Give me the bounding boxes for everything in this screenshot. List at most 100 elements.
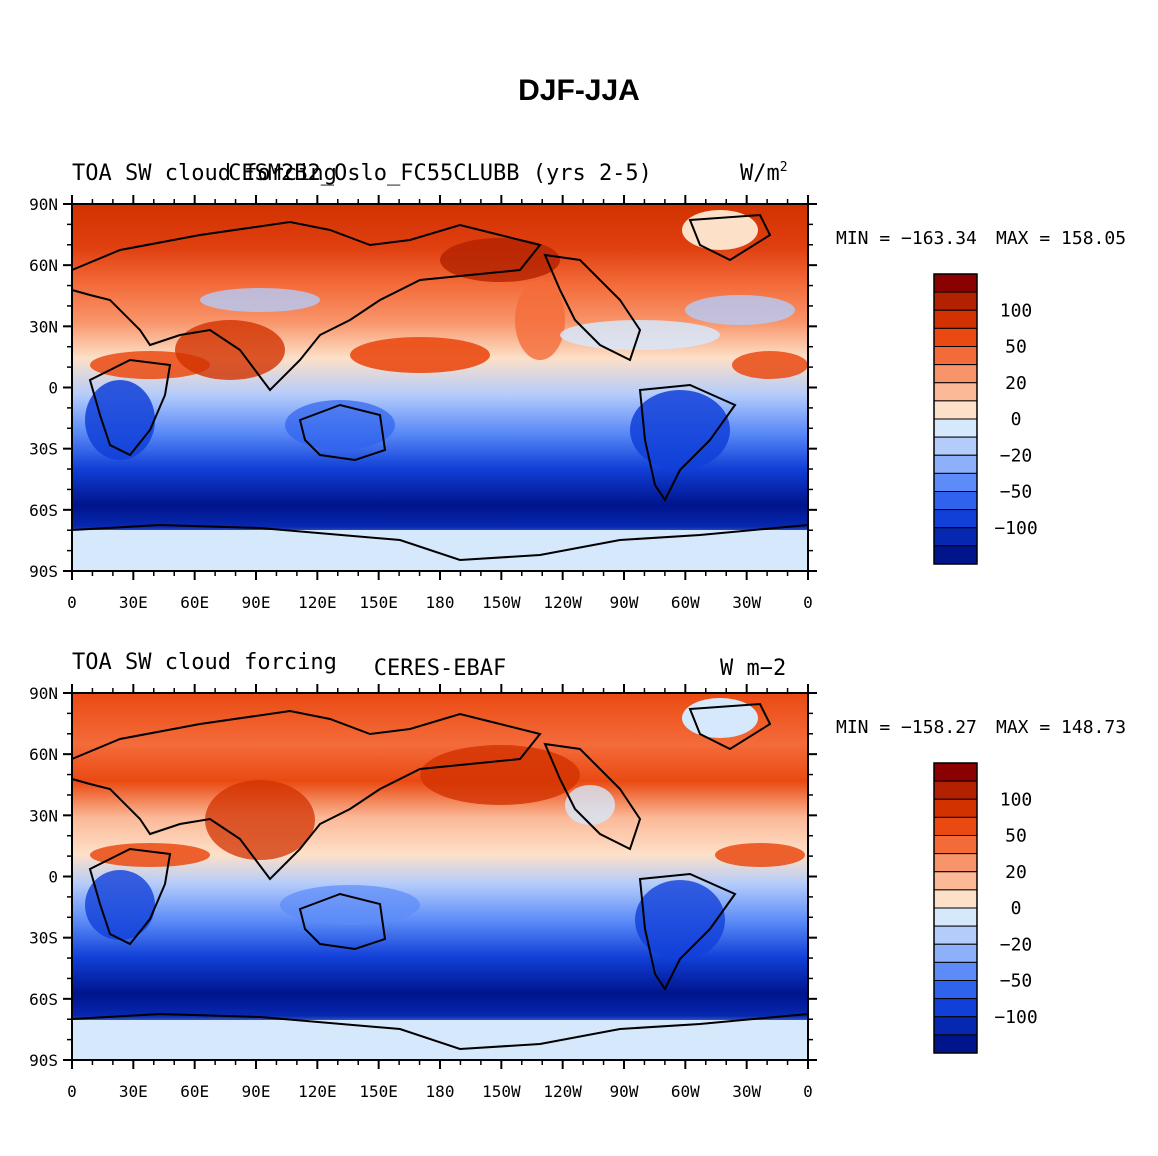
field-blob	[685, 295, 795, 325]
colorbar-frame	[933, 273, 978, 565]
coastlines	[71, 702, 809, 1051]
max-label: MAX = 158.05	[996, 228, 1126, 249]
x-tick-label: 90E	[242, 1082, 271, 1101]
figure-title: DJF-JJA	[518, 74, 640, 107]
map-panel-observation: TOA SW cloud forcing CERES-EBAF W m−2	[29, 650, 1126, 1101]
x-tick-label: 120W	[543, 593, 582, 612]
colorbar-label: −50	[1000, 971, 1033, 992]
field-blob	[200, 288, 320, 312]
x-tick-label: 30E	[119, 1082, 148, 1101]
colorbar-swatch	[933, 273, 978, 293]
min-label: MIN = −163.34	[836, 228, 977, 249]
field-blob	[175, 320, 285, 380]
colorbar-swatch	[933, 472, 978, 492]
y-tick-label: 90N	[29, 195, 58, 214]
y-tick-label: 30S	[29, 929, 58, 948]
antarctica-outline	[71, 1012, 809, 1051]
y-tick-label: 90S	[29, 1051, 58, 1070]
colorbar: 100 50 20 0 −20 −50 −100	[933, 273, 1038, 565]
x-tick-label: 60W	[671, 593, 700, 612]
colorbar-label: 100	[1000, 789, 1033, 810]
y-tick-label: 0	[48, 868, 58, 887]
colorbar-swatch	[933, 961, 978, 981]
panel-left-title: TOA SW cloud forcing	[72, 161, 337, 186]
field-blob	[85, 870, 155, 940]
colorbar-swatch	[933, 943, 978, 963]
africa-outline	[88, 358, 172, 457]
y-tick-label: 90S	[29, 562, 58, 581]
panel-center-title: CESM2B2_Oslo_FC55CLUBB (yrs 2-5)	[228, 161, 652, 186]
x-tick-label: 90W	[610, 1082, 639, 1101]
field-blob	[630, 390, 730, 470]
x-tick-label: 30W	[732, 593, 761, 612]
eurasia-outline	[71, 709, 542, 881]
australia-outline	[298, 403, 387, 462]
colorbar-swatch	[933, 491, 978, 511]
colorbar-label: −20	[1000, 445, 1033, 466]
colorbar-swatch	[933, 907, 978, 927]
units-superscript: 2	[780, 160, 788, 175]
x-tick-label: 90E	[242, 593, 271, 612]
x-tick-label: 0	[67, 1082, 77, 1101]
colorbar-label: 0	[1011, 409, 1022, 430]
colorbar-swatch	[933, 418, 978, 438]
min-label: MIN = −158.27	[836, 717, 977, 738]
eurasia-outline	[71, 220, 542, 392]
colorbar-label: −20	[1000, 934, 1033, 955]
colorbar-label: −100	[994, 518, 1037, 539]
y-tick-label: 30S	[29, 440, 58, 459]
y-tick-label: 30N	[29, 317, 58, 336]
colorbar-swatch	[933, 346, 978, 366]
y-tick-label: 30N	[29, 806, 58, 825]
colorbar-label: 50	[1005, 826, 1027, 847]
colorbar: 100 50 20 0 −20 −50 −100	[933, 762, 1038, 1054]
greenland-outline	[688, 702, 772, 751]
north-america-outline	[543, 742, 642, 851]
x-tick-label: 150W	[482, 593, 521, 612]
field-blob	[515, 280, 565, 360]
north-america-outline	[543, 253, 642, 362]
colorbar-swatch	[933, 1034, 978, 1054]
colorbar-label: −100	[994, 1007, 1037, 1028]
x-axis: 0 30E 60E 90E 120E 150E 180 150W 120W 90W 60W 30W 0	[67, 684, 813, 1101]
field-blob	[280, 885, 420, 925]
greenland-outline	[688, 213, 772, 262]
colorbar-swatch	[933, 527, 978, 547]
y-axis: 90N 60N 30N 0 30S 60S 90S	[29, 195, 817, 581]
x-tick-label: 150E	[359, 593, 398, 612]
field-blob	[732, 351, 808, 379]
colorbar-swatch	[933, 382, 978, 402]
y-axis: 90N 60N 30N 0 30S 60S 90S	[29, 684, 817, 1070]
panel-left-title: TOA SW cloud forcing	[72, 650, 337, 675]
x-tick-label: 180	[426, 593, 455, 612]
max-label: MAX = 148.73	[996, 717, 1126, 738]
x-tick-label: 0	[67, 593, 77, 612]
colorbar-swatch	[933, 925, 978, 945]
x-tick-label: 60E	[180, 593, 209, 612]
x-tick-label: 30W	[732, 1082, 761, 1101]
antarctica-outline	[71, 523, 809, 562]
y-tick-label: 60N	[29, 745, 58, 764]
colorbar-swatch	[933, 998, 978, 1018]
map-background-field	[72, 693, 808, 1060]
africa-outline	[88, 847, 172, 946]
x-tick-label: 120W	[543, 1082, 582, 1101]
south-america-outline	[638, 383, 737, 502]
units-text: W m−2	[720, 656, 786, 681]
colorbar-swatch	[933, 545, 978, 565]
colorbar-swatch	[933, 1016, 978, 1036]
x-axis: 0 30E 60E 90E 120E 150E 180 150W 120W 90W 60W 30W 0	[67, 195, 813, 612]
south-america-outline	[638, 872, 737, 991]
field-blob	[205, 780, 315, 860]
colorbar-swatch	[933, 871, 978, 891]
y-tick-label: 90N	[29, 684, 58, 703]
colorbar-frame	[933, 762, 978, 1054]
field-blob	[90, 843, 210, 867]
x-tick-label: 150W	[482, 1082, 521, 1101]
field-blob	[715, 843, 805, 867]
x-tick-label: 30E	[119, 593, 148, 612]
panel-units: W m−2	[720, 656, 786, 681]
colorbar-label: 20	[1005, 862, 1027, 883]
colorbar-swatch	[933, 780, 978, 800]
